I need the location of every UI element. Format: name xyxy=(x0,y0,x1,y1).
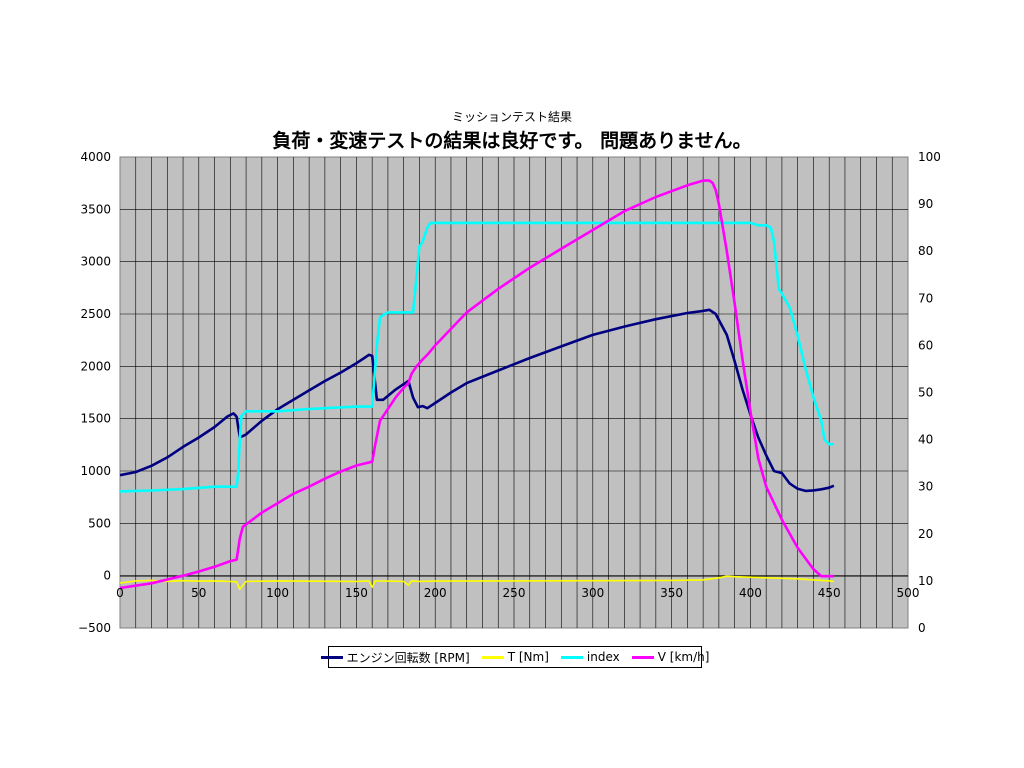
y-left-tick-label: 1000 xyxy=(80,464,111,478)
x-tick-label: 400 xyxy=(739,586,762,600)
legend-swatch-rpm xyxy=(320,655,343,659)
y-right-tick-label: 0 xyxy=(918,621,926,635)
series-line-index xyxy=(119,221,834,493)
legend-item-speed: V [km/h] xyxy=(631,650,710,664)
legend-item-index: index xyxy=(560,650,620,664)
y-left-tick-label: 2500 xyxy=(80,307,111,321)
x-tick-label: 200 xyxy=(424,586,447,600)
series-line-torque xyxy=(119,575,834,591)
legend-swatch-index xyxy=(560,655,583,659)
series-line-speed xyxy=(119,179,834,590)
legend-swatch-torque xyxy=(481,655,504,659)
x-tick-label: 100 xyxy=(266,586,289,600)
x-tick-label: 0 xyxy=(116,586,124,600)
y-left-axis-ticks: 4000 3500 3000 2500 2000 1500 1000 500 0 −500 xyxy=(78,150,111,635)
x-tick-label: 300 xyxy=(581,586,604,600)
legend-item-torque: T [Nm] xyxy=(481,650,549,664)
y-right-tick-label: 60 xyxy=(918,338,933,352)
y-left-tick-label: 4000 xyxy=(80,150,111,164)
y-left-tick-label: 500 xyxy=(88,516,111,530)
legend-label-rpm: エンジン回転数 [RPM] xyxy=(346,650,470,665)
y-right-tick-label: 30 xyxy=(918,480,933,494)
y-left-tick-label: 3500 xyxy=(80,202,111,216)
y-left-tick-label: 3000 xyxy=(80,255,111,269)
legend: エンジン回転数 [RPM] T [Nm] index V [km/h] xyxy=(320,646,709,668)
x-tick-label: 50 xyxy=(191,586,206,600)
y-right-tick-label: 80 xyxy=(918,244,933,258)
chart-title: 負荷・変速テストの結果は良好です。 問題ありません。 xyxy=(272,130,752,152)
y-right-tick-label: 90 xyxy=(918,197,933,211)
y-right-tick-label: 50 xyxy=(918,386,933,400)
y-right-tick-label: 100 xyxy=(918,150,941,164)
y-left-tick-label: −500 xyxy=(78,621,111,635)
x-tick-label: 500 xyxy=(897,586,920,600)
legend-label-speed: V [km/h] xyxy=(657,650,710,664)
x-tick-label: 450 xyxy=(818,586,841,600)
series-layer xyxy=(119,179,835,591)
x-axis-ticks: 0 50 100 150 200 250 300 350 400 450 500 xyxy=(116,586,919,600)
legend-swatch-speed xyxy=(631,655,654,659)
y-right-tick-label: 20 xyxy=(918,527,933,541)
y-left-tick-label: 0 xyxy=(103,569,111,583)
y-right-tick-label: 40 xyxy=(918,433,933,447)
y-right-tick-label: 70 xyxy=(918,291,933,305)
x-tick-label: 250 xyxy=(503,586,526,600)
y-right-tick-label: 10 xyxy=(918,574,933,588)
chart-subtitle: ミッションテスト結果 xyxy=(451,110,572,124)
x-tick-label: 350 xyxy=(660,586,683,600)
legend-item-rpm: エンジン回転数 [RPM] xyxy=(320,649,470,666)
x-tick-label: 150 xyxy=(345,586,368,600)
legend-label-torque: T [Nm] xyxy=(507,650,549,664)
y-left-tick-label: 2000 xyxy=(80,359,111,373)
series-line-rpm xyxy=(119,308,835,493)
legend-label-index: index xyxy=(586,650,620,664)
grid-lines xyxy=(120,157,908,628)
y-left-tick-label: 1500 xyxy=(80,412,111,426)
